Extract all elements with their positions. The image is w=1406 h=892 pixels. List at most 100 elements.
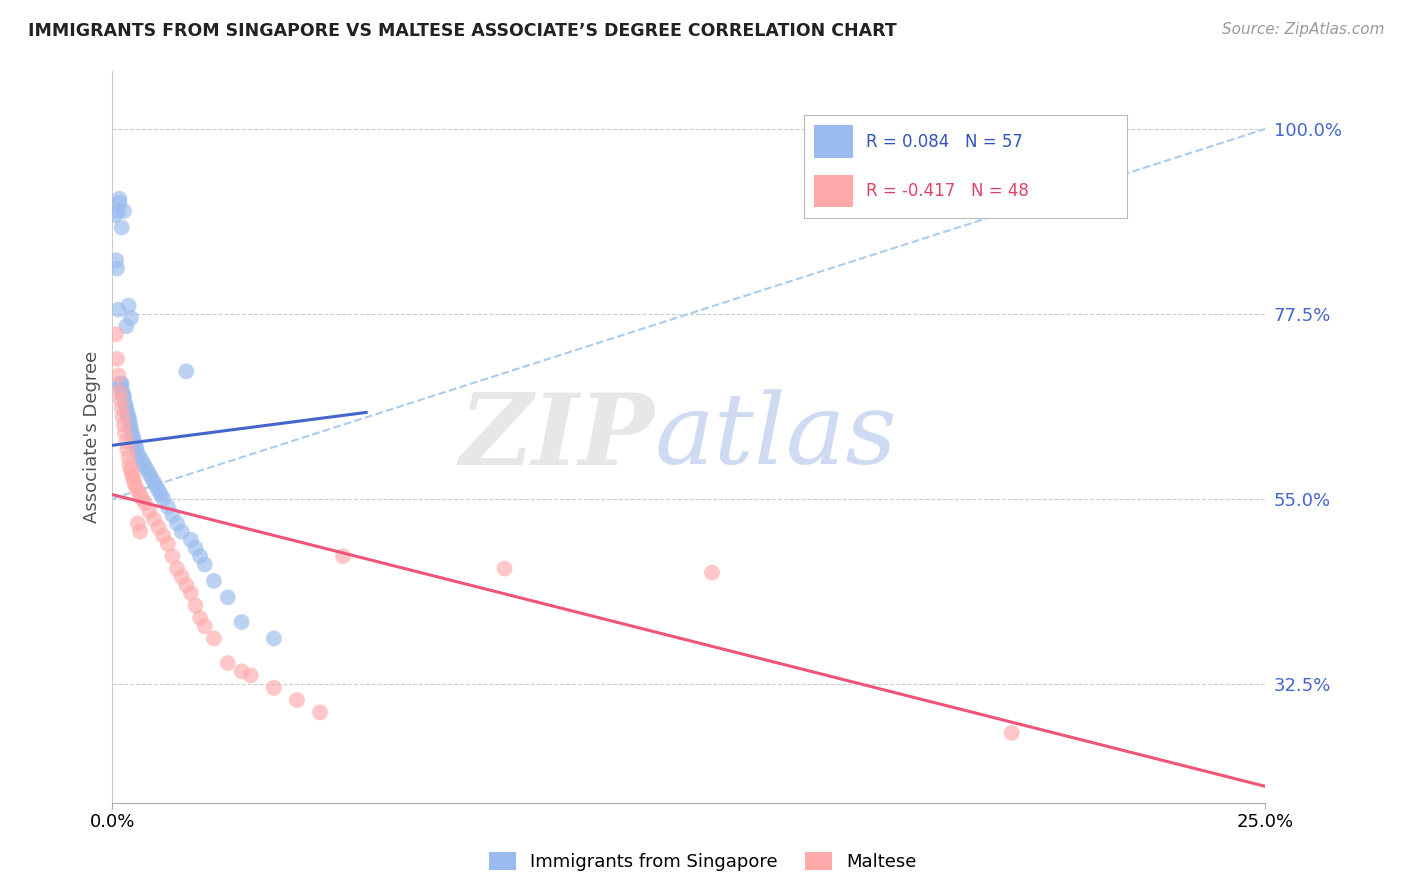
Point (131, 491, 153, 506)
Point (118, 414, 141, 428)
Point (134, 496, 156, 510)
Point (127, 516, 149, 531)
Point (148, 520, 170, 534)
Point (129, 487, 152, 501)
Point (105, 351, 128, 366)
Point (117, 450, 139, 465)
Point (117, 299, 139, 313)
Point (129, 450, 152, 465)
Point (184, 599, 207, 613)
Point (202, 574, 225, 588)
Y-axis label: Associate's Degree: Associate's Degree (83, 351, 101, 524)
Point (114, 425, 136, 440)
Point (152, 491, 174, 506)
Point (217, 591, 239, 605)
Point (111, 220, 134, 235)
Point (112, 389, 135, 403)
Point (112, 417, 135, 432)
Point (202, 632, 225, 646)
Point (162, 549, 184, 564)
Point (127, 446, 149, 460)
Text: atlas: atlas (654, 390, 897, 484)
Point (104, 208, 127, 222)
Point (115, 319, 138, 334)
Point (180, 586, 202, 600)
Point (121, 425, 143, 440)
Point (149, 487, 172, 501)
Point (111, 376, 134, 391)
Point (180, 533, 202, 547)
Point (174, 578, 197, 592)
Point (104, 327, 127, 342)
Point (110, 381, 132, 395)
Text: IMMIGRANTS FROM SINGAPORE VS MALTESE ASSOCIATE’S DEGREE CORRELATION CHART: IMMIGRANTS FROM SINGAPORE VS MALTESE ASS… (28, 22, 897, 40)
Point (105, 261, 128, 276)
Point (112, 389, 135, 403)
Point (122, 471, 145, 485)
Point (156, 500, 179, 514)
Point (115, 405, 138, 419)
Point (184, 541, 207, 555)
Point (112, 204, 135, 219)
Point (107, 204, 129, 219)
Point (152, 529, 174, 543)
Point (108, 192, 131, 206)
Point (118, 417, 141, 432)
Text: Source: ZipAtlas.com: Source: ZipAtlas.com (1222, 22, 1385, 37)
Text: ZIP: ZIP (460, 389, 654, 485)
Point (115, 442, 138, 457)
Point (111, 384, 134, 399)
Point (166, 516, 188, 531)
Point (138, 467, 160, 481)
Point (114, 397, 136, 411)
Point (1001, 726, 1024, 740)
Point (105, 253, 128, 268)
Point (107, 302, 129, 317)
Point (263, 681, 285, 695)
Point (110, 393, 132, 408)
Point (121, 467, 143, 481)
Point (108, 384, 131, 399)
Point (120, 463, 142, 477)
Point (110, 376, 132, 391)
Point (120, 422, 142, 436)
Point (114, 397, 136, 411)
Point (143, 512, 166, 526)
Point (188, 549, 211, 564)
Point (332, 549, 354, 564)
Legend: Immigrants from Singapore, Maltese: Immigrants from Singapore, Maltese (482, 845, 924, 879)
Point (122, 434, 145, 449)
Point (138, 504, 160, 518)
Point (170, 524, 193, 539)
Point (111, 409, 134, 424)
Point (122, 430, 145, 444)
Point (118, 458, 141, 473)
Point (285, 693, 308, 707)
Point (111, 401, 134, 416)
Point (239, 668, 262, 682)
Point (134, 458, 156, 473)
Point (120, 310, 142, 325)
Point (143, 475, 166, 490)
Point (117, 409, 139, 424)
Point (170, 570, 193, 584)
Point (107, 368, 129, 383)
Point (131, 455, 153, 469)
Point (145, 479, 167, 493)
Point (194, 619, 217, 633)
Point (127, 483, 149, 498)
Point (494, 561, 516, 575)
Point (231, 615, 253, 629)
Point (125, 442, 148, 457)
Point (117, 409, 139, 424)
Point (141, 471, 163, 485)
Point (122, 475, 145, 490)
Point (156, 537, 179, 551)
Point (309, 706, 332, 720)
Point (108, 195, 131, 210)
Point (194, 558, 217, 572)
Point (148, 483, 170, 498)
Point (217, 656, 239, 670)
Point (124, 438, 146, 452)
Point (231, 665, 253, 679)
